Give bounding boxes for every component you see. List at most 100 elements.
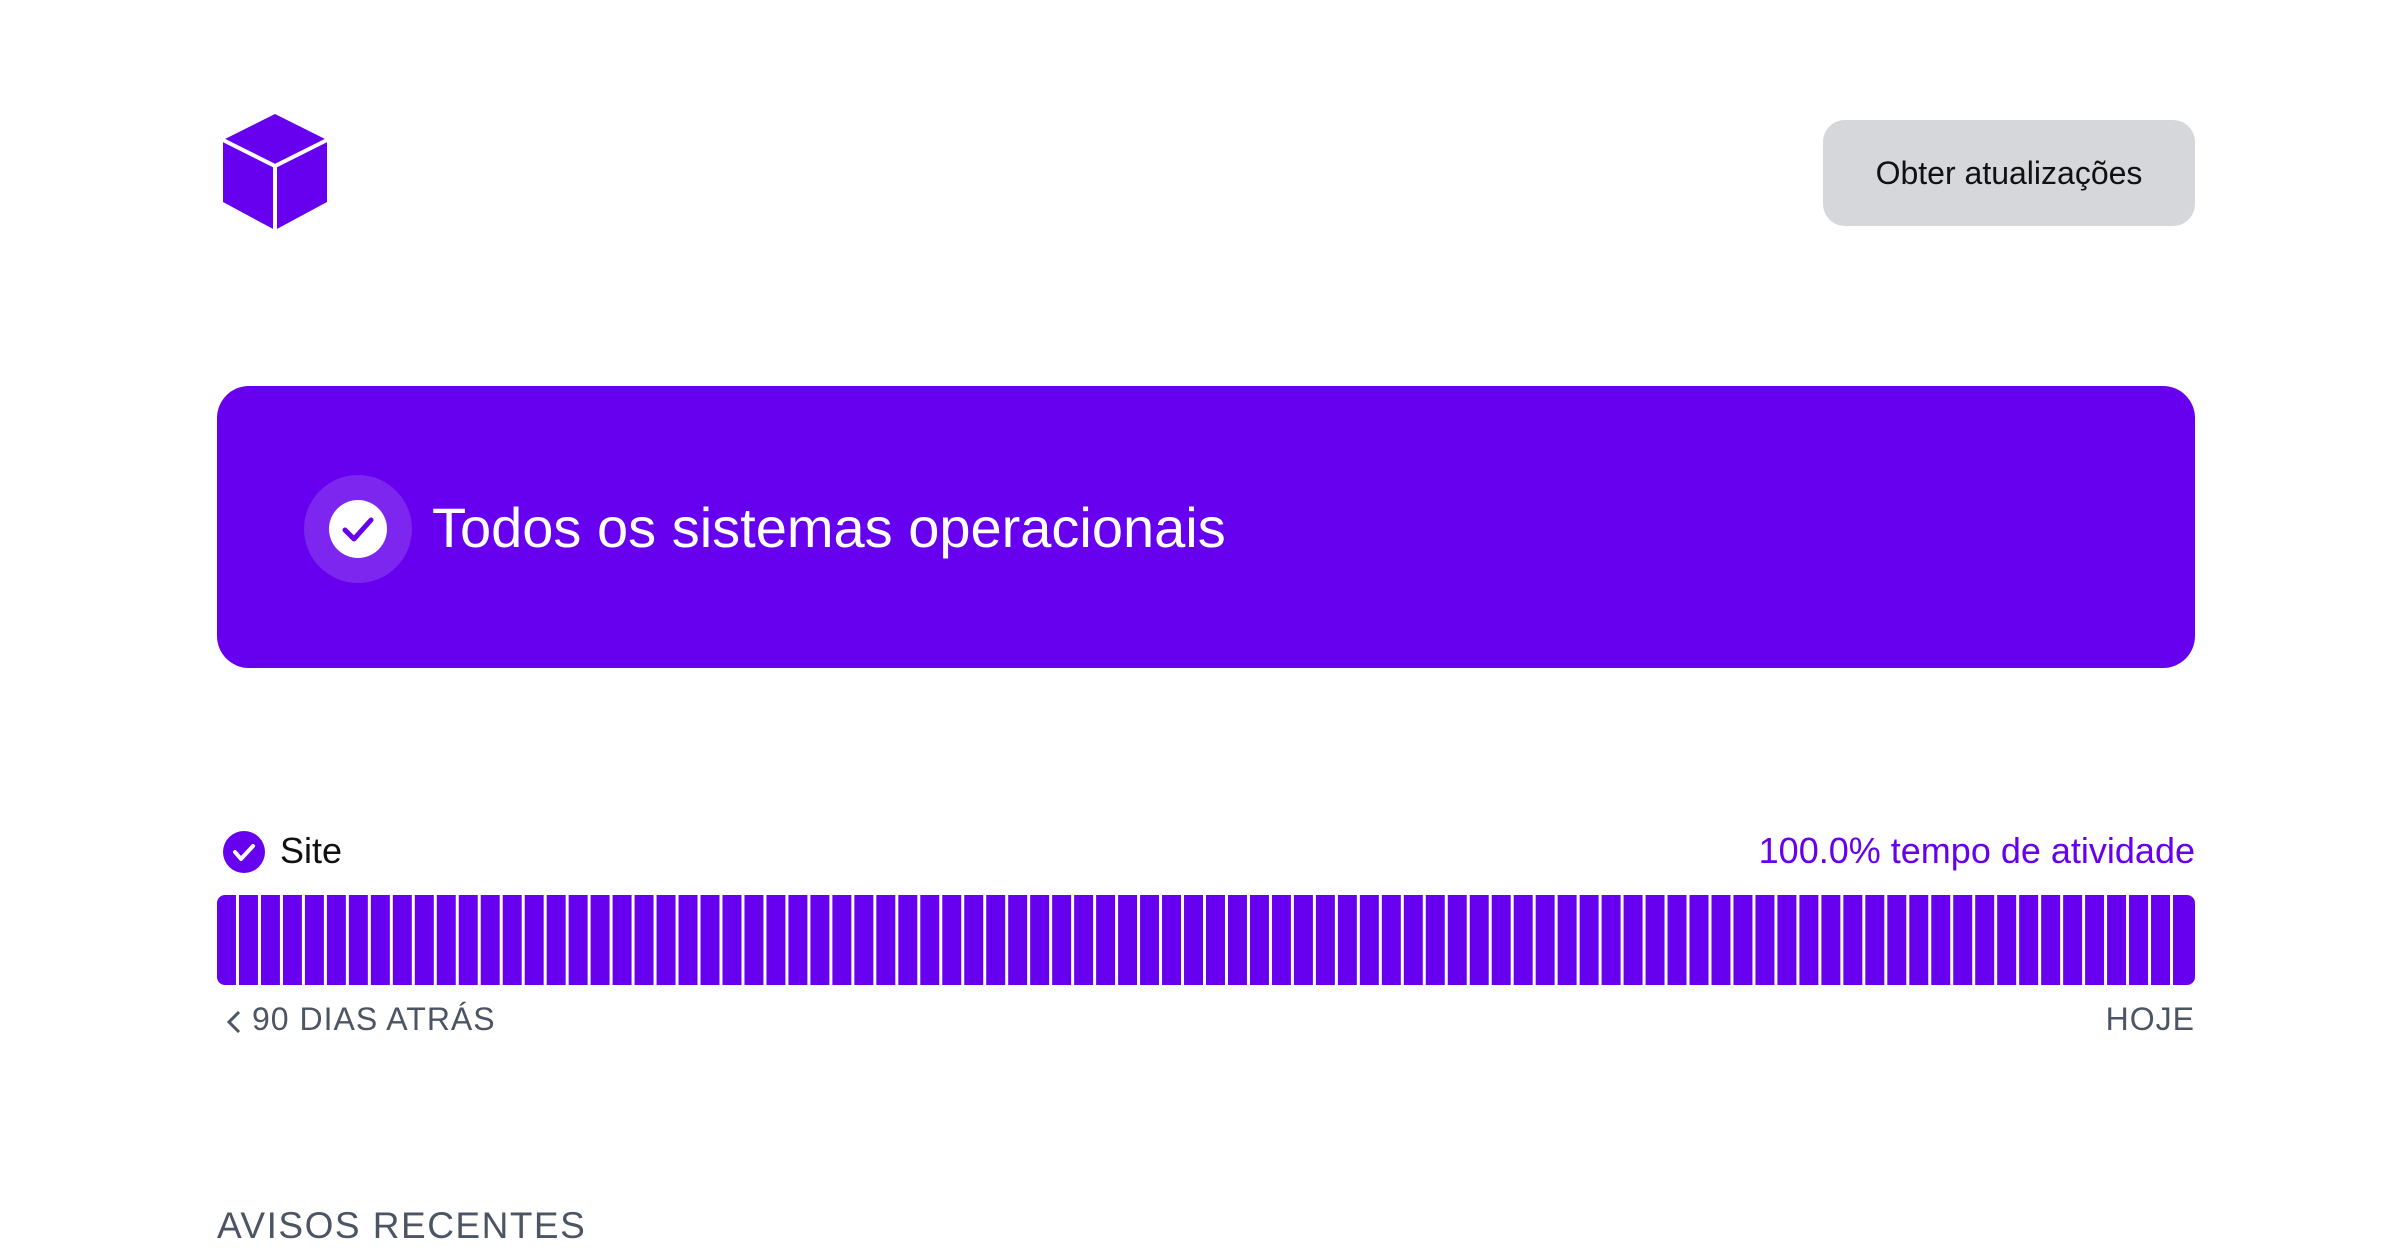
component-check-icon (223, 831, 265, 873)
uptime-day-bar[interactable] (2107, 895, 2127, 985)
uptime-day-bar[interactable] (1359, 895, 1379, 985)
uptime-day-bar[interactable] (656, 895, 676, 985)
uptime-day-bar[interactable] (1162, 895, 1182, 985)
uptime-day-bar[interactable] (436, 895, 456, 985)
uptime-day-bar[interactable] (1030, 895, 1050, 985)
uptime-day-bar[interactable] (678, 895, 698, 985)
uptime-day-bar[interactable] (1271, 895, 1291, 985)
uptime-day-bar[interactable] (326, 895, 346, 985)
uptime-day-bar[interactable] (2173, 895, 2195, 985)
uptime-day-bar[interactable] (502, 895, 522, 985)
uptime-day-bar[interactable] (1865, 895, 1885, 985)
uptime-day-bar[interactable] (1403, 895, 1423, 985)
uptime-day-bar[interactable] (480, 895, 500, 985)
uptime-day-bar[interactable] (1096, 895, 1116, 985)
uptime-day-bar[interactable] (1843, 895, 1863, 985)
logo[interactable] (220, 112, 330, 232)
uptime-day-bar[interactable] (2019, 895, 2039, 985)
uptime-day-bar[interactable] (524, 895, 544, 985)
uptime-day-bar[interactable] (1931, 895, 1951, 985)
uptime-day-bar[interactable] (1315, 895, 1335, 985)
uptime-day-bar[interactable] (1491, 895, 1511, 985)
uptime-day-bar[interactable] (1733, 895, 1753, 985)
uptime-day-bar[interactable] (612, 895, 632, 985)
uptime-day-bar[interactable] (744, 895, 764, 985)
uptime-day-bar[interactable] (788, 895, 808, 985)
uptime-day-bar[interactable] (1667, 895, 1687, 985)
uptime-day-bar[interactable] (1645, 895, 1665, 985)
uptime-day-bar[interactable] (1184, 895, 1203, 985)
uptime-bars (217, 895, 2195, 985)
uptime-day-bar[interactable] (876, 895, 896, 985)
uptime-day-bar[interactable] (260, 895, 280, 985)
uptime-day-bar[interactable] (348, 895, 368, 985)
uptime-day-bar[interactable] (1052, 895, 1072, 985)
uptime-day-bar[interactable] (634, 895, 654, 985)
uptime-day-bar[interactable] (392, 895, 412, 985)
uptime-day-bar[interactable] (986, 895, 1006, 985)
uptime-day-bar[interactable] (590, 895, 610, 985)
uptime-day-bar[interactable] (1711, 895, 1731, 985)
uptime-day-bar[interactable] (2063, 895, 2083, 985)
uptime-day-bar[interactable] (1975, 895, 1995, 985)
uptime-day-bar[interactable] (1755, 895, 1775, 985)
uptime-day-bar[interactable] (920, 895, 940, 985)
uptime-day-bar[interactable] (1601, 895, 1621, 985)
uptime-day-bar[interactable] (217, 895, 236, 985)
uptime-day-bar[interactable] (766, 895, 786, 985)
uptime-day-bar[interactable] (2085, 895, 2105, 985)
uptime-day-bar[interactable] (1293, 895, 1313, 985)
uptime-day-bar[interactable] (1469, 895, 1489, 985)
uptime-day-bar[interactable] (1140, 895, 1160, 985)
uptime-day-bar[interactable] (546, 895, 566, 985)
uptime-day-bar[interactable] (1953, 895, 1973, 985)
uptime-day-bar[interactable] (458, 895, 478, 985)
history-end: HOJE (2105, 1001, 2195, 1037)
subscribe-button[interactable]: Obter atualizações (1823, 120, 2195, 226)
uptime-day-bar[interactable] (1689, 895, 1709, 985)
uptime-day-bar[interactable] (2151, 895, 2171, 985)
uptime-day-bar[interactable] (1557, 895, 1577, 985)
uptime-day-bar[interactable] (810, 895, 830, 985)
uptime-day-bar[interactable] (1447, 895, 1467, 985)
uptime-day-bar[interactable] (1425, 895, 1445, 985)
uptime-day-bar[interactable] (1909, 895, 1929, 985)
uptime-day-bar[interactable] (1074, 895, 1094, 985)
component-name: Site (280, 830, 343, 871)
uptime-day-bar[interactable] (1535, 895, 1555, 985)
uptime-day-bar[interactable] (238, 895, 258, 985)
uptime-day-bar[interactable] (304, 895, 324, 985)
uptime-day-bar[interactable] (568, 895, 588, 985)
uptime-day-bar[interactable] (1821, 895, 1841, 985)
uptime-day-bar[interactable] (1777, 895, 1797, 985)
uptime-day-bar[interactable] (282, 895, 302, 985)
uptime-day-bar[interactable] (700, 895, 720, 985)
uptime-day-bar[interactable] (1799, 895, 1819, 985)
uptime-day-bar[interactable] (964, 895, 984, 985)
uptime-day-bar[interactable] (2041, 895, 2061, 985)
uptime-day-bar[interactable] (1513, 895, 1533, 985)
uptime-day-bar[interactable] (1118, 895, 1138, 985)
uptime-day-bar[interactable] (854, 895, 874, 985)
uptime-day-bar[interactable] (1623, 895, 1643, 985)
uptime-day-bar[interactable] (370, 895, 390, 985)
uptime: 100.0% tempo de atividade (1759, 829, 2195, 873)
uptime-day-bar[interactable] (1249, 895, 1269, 985)
uptime-day-bar[interactable] (2129, 895, 2149, 985)
uptime-day-bar[interactable] (414, 895, 434, 985)
uptime-day-bar[interactable] (1381, 895, 1401, 985)
uptime-day-bar[interactable] (942, 895, 962, 985)
uptime-day-bar[interactable] (1887, 895, 1907, 985)
uptime-day-bar[interactable] (1227, 895, 1247, 985)
uptime-day-bar[interactable] (1579, 895, 1599, 985)
uptime-day-bar[interactable] (898, 895, 918, 985)
uptime-day-bar[interactable] (1337, 895, 1357, 985)
uptime-day-bar[interactable] (1008, 895, 1028, 985)
uptime-day-bar[interactable] (1997, 895, 2017, 985)
uptime-day-bar[interactable] (1206, 895, 1225, 985)
days-count: 90 (252, 1001, 290, 1037)
uptime-day-bar[interactable] (722, 895, 742, 985)
uptime-day-bar[interactable] (832, 895, 852, 985)
history-start: 90 DIAS ATRÁS (226, 1000, 496, 1038)
